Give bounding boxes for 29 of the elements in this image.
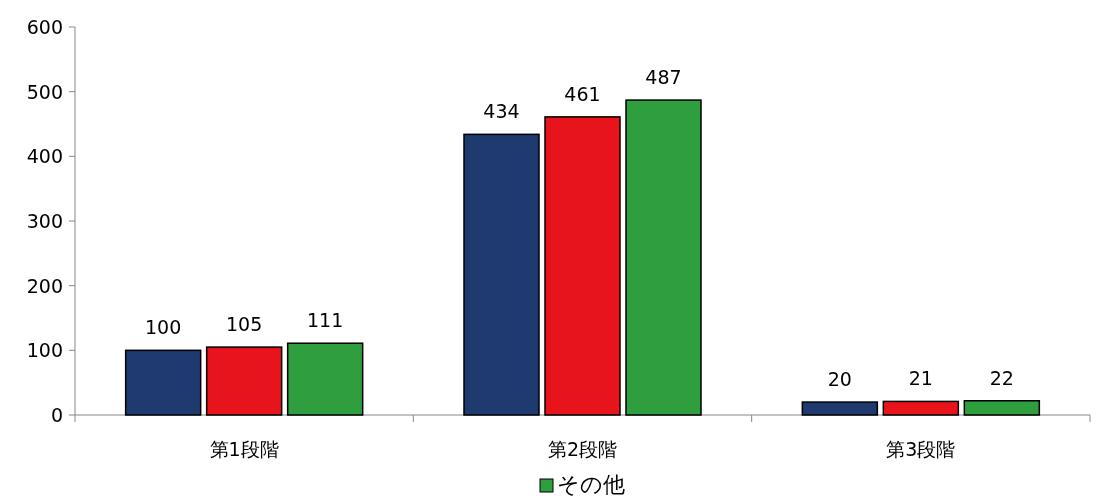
data-label: 100 (145, 316, 182, 339)
bar (625, 99, 702, 416)
bar (286, 342, 364, 416)
bar (963, 400, 1041, 416)
y-tick-label: 200 (26, 274, 63, 297)
data-label: 111 (307, 309, 344, 332)
data-label: 105 (226, 313, 263, 336)
data-label: 21 (908, 367, 933, 390)
y-tick-label: 500 (26, 80, 63, 103)
bar (463, 133, 540, 416)
bar (544, 116, 621, 416)
bar (882, 400, 960, 416)
bar (801, 401, 879, 416)
y-tick-label: 400 (26, 145, 63, 168)
y-tick-label: 100 (26, 339, 63, 362)
x-tick-label: 第2段階 (547, 438, 618, 460)
y-tick-label: 0 (50, 404, 63, 426)
x-tick-label: 第3段階 (886, 438, 956, 460)
data-label: 487 (645, 66, 682, 89)
y-tick-label: 300 (26, 210, 63, 232)
legend-label: その他 (557, 472, 625, 497)
data-label: 20 (827, 368, 852, 391)
x-tick-label: 第1段階 (209, 438, 279, 460)
bar (205, 346, 283, 416)
data-label: 22 (989, 366, 1014, 389)
data-label: 461 (564, 82, 601, 105)
bar (124, 349, 202, 416)
y-tick-label: 600 (26, 16, 63, 38)
data-label: 434 (483, 100, 520, 123)
